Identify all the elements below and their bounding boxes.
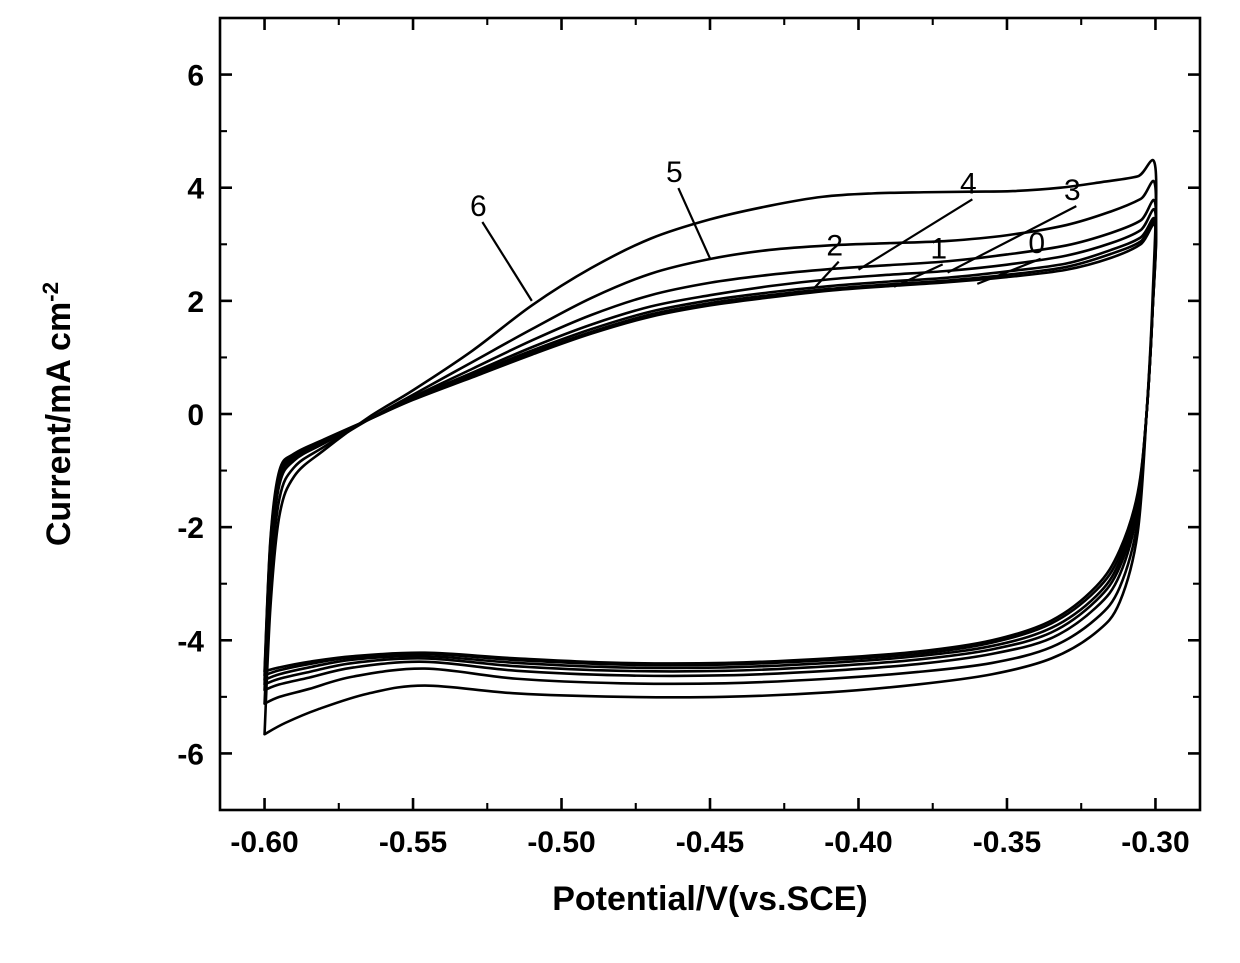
x-tick-label: -0.50: [527, 826, 595, 859]
x-tick-label: -0.40: [824, 826, 892, 859]
y-tick-label: 4: [187, 173, 204, 206]
curve-label-3: 3: [1064, 174, 1081, 207]
y-tick-label: 6: [187, 60, 204, 93]
curve-label-4: 4: [960, 167, 977, 200]
y-tick-label: -2: [177, 512, 204, 545]
cv-chart: -0.60 -0.55 -0.50 -0.45 -0.40 -0.35 -0.30 -6 -4 -…: [0, 0, 1240, 963]
x-tick-label: -0.60: [230, 826, 298, 859]
plot-frame: [220, 18, 1200, 810]
x-tick-label: -0.30: [1121, 826, 1189, 859]
curve-label-0: 0: [1028, 227, 1045, 260]
curve-label-2: 2: [826, 230, 843, 263]
y-tick-label: -6: [177, 738, 204, 771]
curve-label-5: 5: [666, 156, 683, 189]
x-tick-label: -0.55: [379, 826, 447, 859]
chart-svg: -0.60 -0.55 -0.50 -0.45 -0.40 -0.35 -0.30 -6 -4 -…: [0, 0, 1240, 963]
y-axis-label: Current/mA cm-2: [38, 282, 79, 546]
curve-label-1: 1: [930, 232, 947, 265]
x-tick-label: -0.45: [676, 826, 744, 859]
y-tick-label: 2: [187, 286, 204, 319]
x-tick-label: -0.35: [973, 826, 1041, 859]
y-tick-label: -4: [177, 625, 204, 658]
y-tick-label: 0: [187, 399, 204, 432]
x-axis-label: Potential/V(vs.SCE): [552, 880, 868, 918]
curve-label-6: 6: [470, 190, 487, 223]
